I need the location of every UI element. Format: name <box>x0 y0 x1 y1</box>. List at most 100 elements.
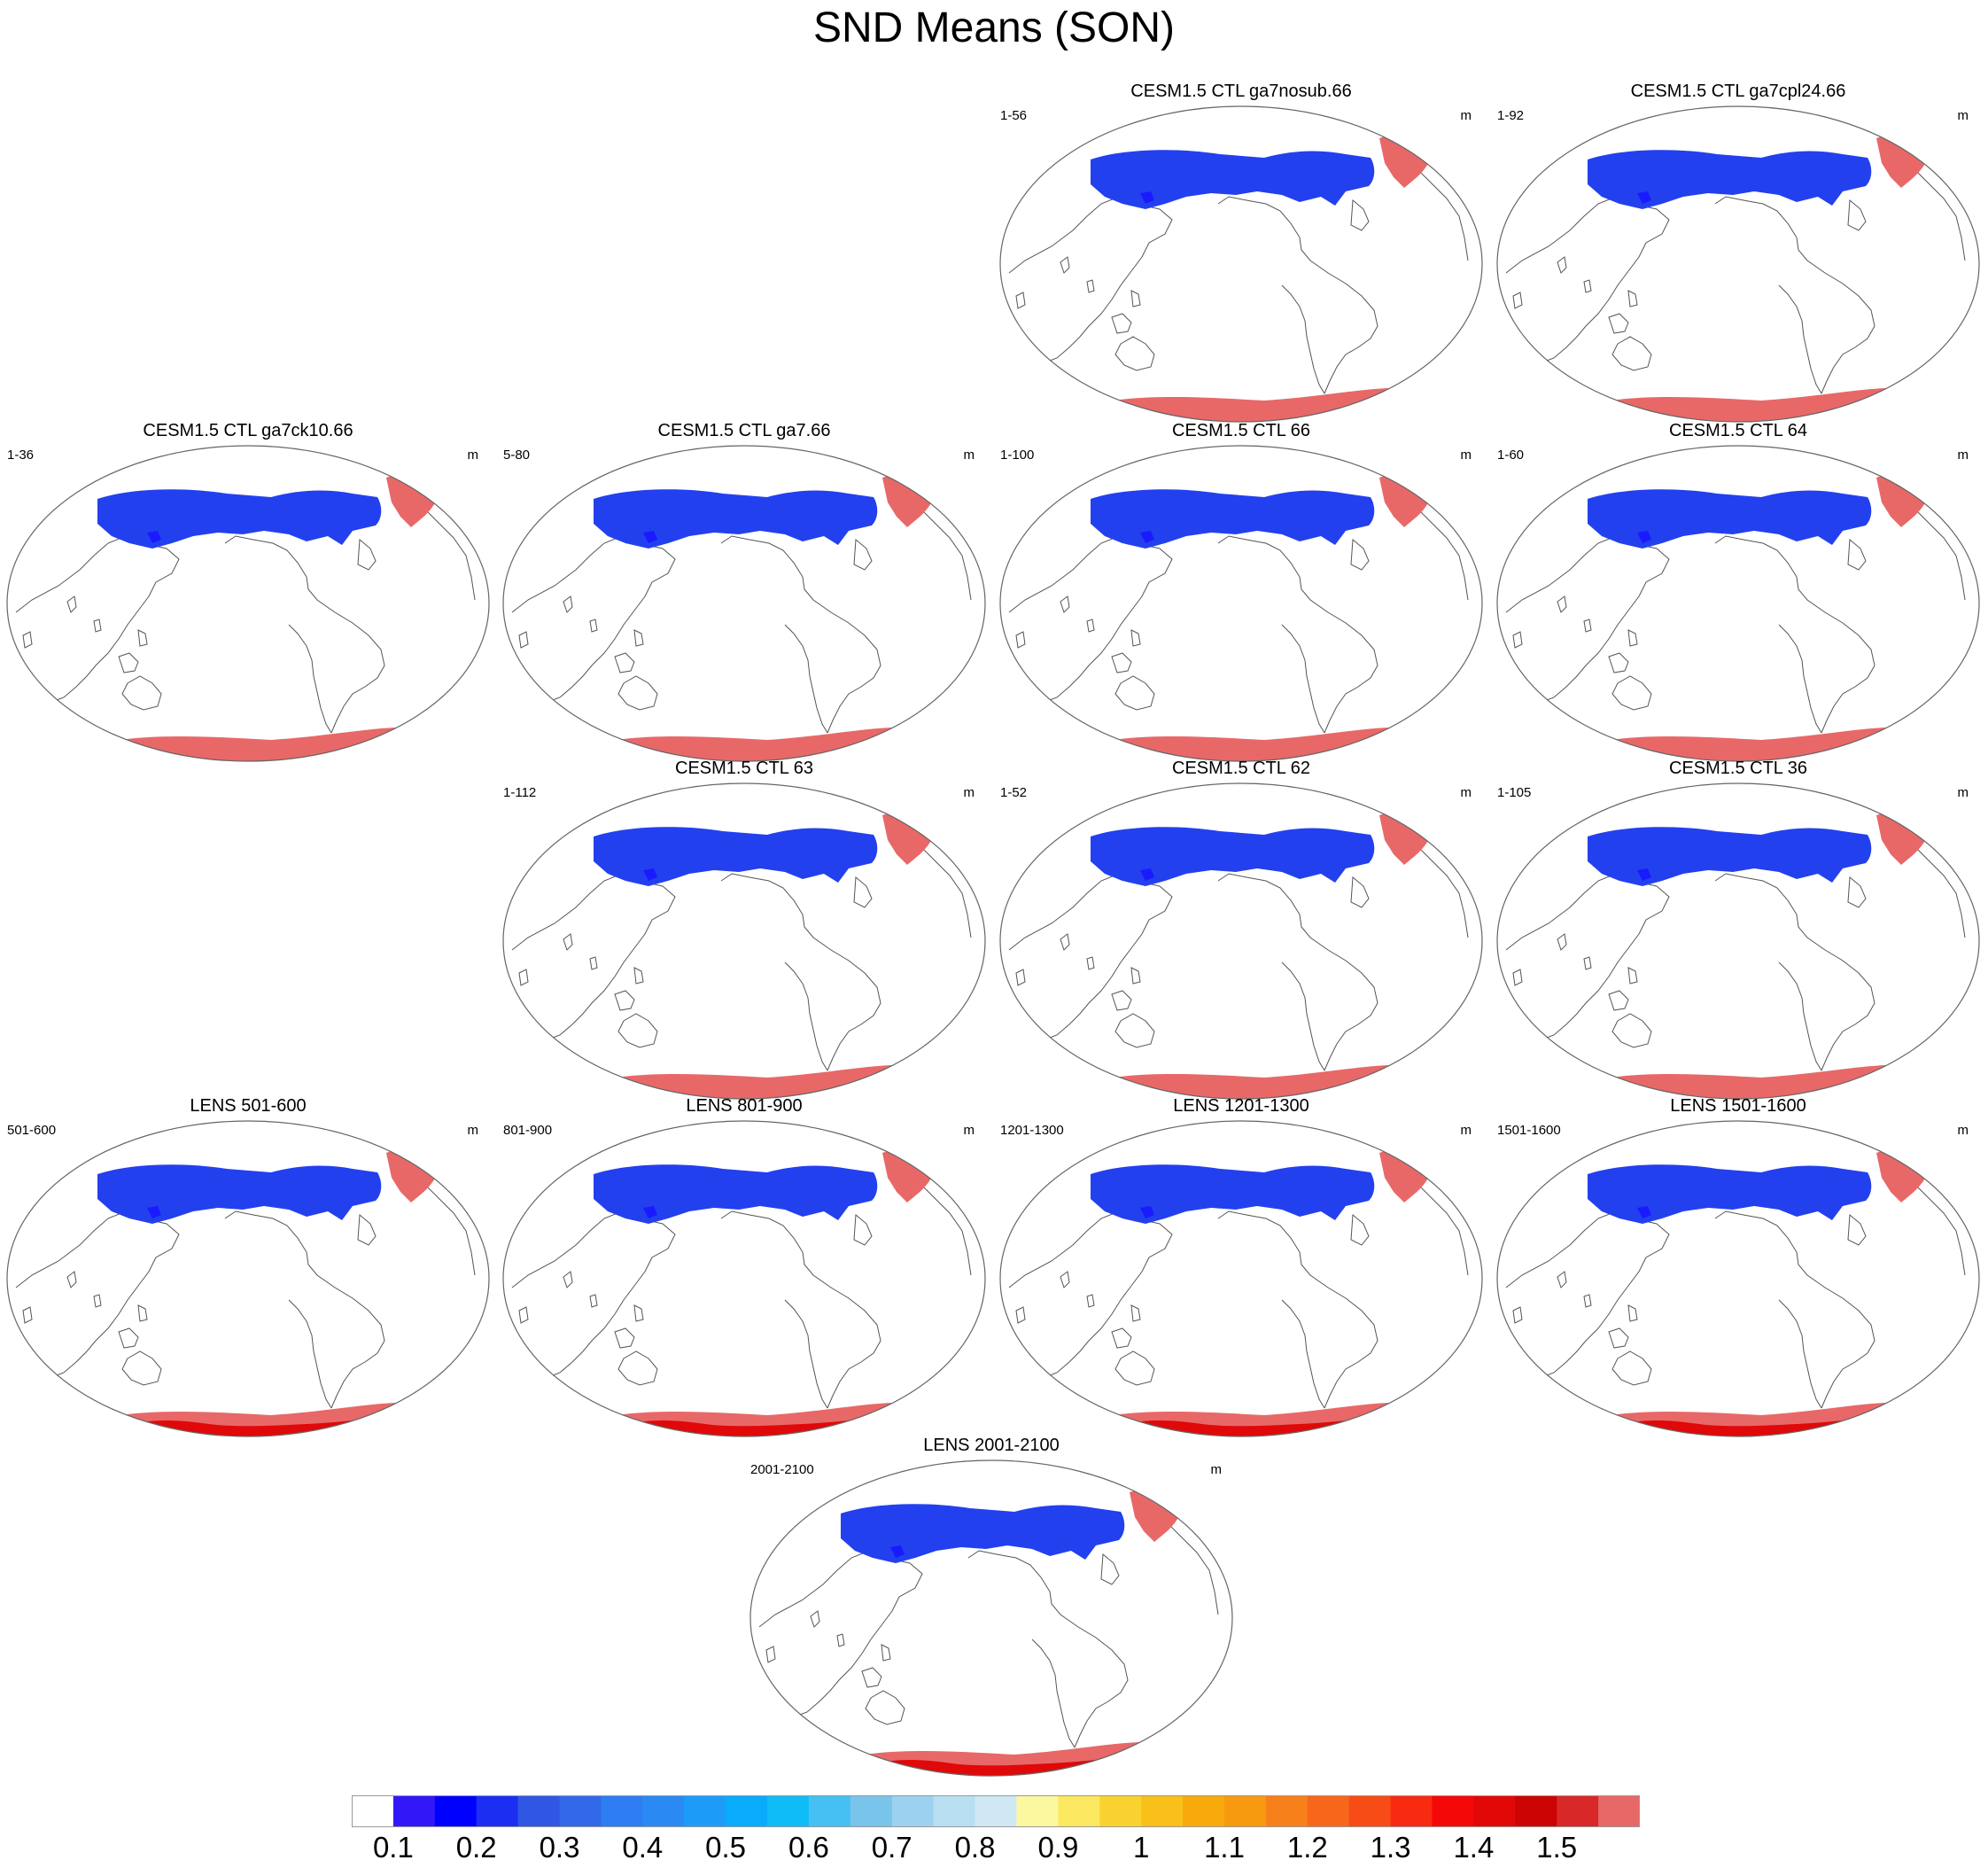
coastline <box>633 967 644 985</box>
coastline <box>1008 873 1173 1047</box>
map-border <box>749 1459 1233 1777</box>
snow-depth-region <box>1094 728 1402 761</box>
snow-depth-region <box>1091 1164 1375 1224</box>
coastline <box>511 873 676 1047</box>
colorbar-swatch <box>808 1795 851 1827</box>
coastline <box>967 1550 1129 1748</box>
snow-depth-region <box>1379 1148 1433 1203</box>
map <box>502 445 986 762</box>
coastline <box>853 538 873 571</box>
coastline <box>1114 1013 1155 1048</box>
coastline <box>758 1550 923 1724</box>
coastline <box>518 631 529 649</box>
coastline <box>784 961 828 1071</box>
coastline <box>288 1299 332 1409</box>
coastline <box>1608 990 1629 1011</box>
coastline <box>15 1210 180 1384</box>
coastline <box>518 1306 529 1324</box>
coastline <box>563 595 573 613</box>
coastline <box>1608 1327 1629 1349</box>
coastline <box>1627 629 1638 647</box>
panel-years: 2001-2100 <box>750 1462 814 1477</box>
coastline <box>1281 284 1325 394</box>
coastline <box>1217 1210 1378 1409</box>
colorbar-tick-label: 1.3 <box>1370 1831 1411 1864</box>
panel-unit: m <box>963 448 975 463</box>
map-border <box>999 105 1483 423</box>
map <box>1496 782 1980 1100</box>
snow-depth-region <box>1876 1148 1930 1203</box>
coastline <box>1505 1210 1670 1384</box>
snow-depth-region <box>1140 868 1154 881</box>
snow-depth-region <box>1130 1488 1183 1542</box>
colorbar-tick-label: 0.3 <box>539 1831 580 1864</box>
coastline <box>861 1667 882 1688</box>
coastline <box>1778 961 1822 1071</box>
coastline <box>1086 1294 1095 1308</box>
coastline <box>1505 873 1670 1047</box>
snow-depth-region <box>1637 191 1651 204</box>
map <box>999 782 1483 1100</box>
coastline <box>1008 535 1173 709</box>
map <box>502 782 986 1100</box>
panel-unit: m <box>1957 1123 1969 1138</box>
panel-years: 1-92 <box>1497 108 1525 123</box>
colorbar-tick-label: 1 <box>1133 1831 1150 1864</box>
panel-years: 5-80 <box>503 448 531 463</box>
coastline <box>137 1304 148 1322</box>
colorbar-tick-label: 1.5 <box>1536 1831 1578 1864</box>
panel-title: LENS 501-600 <box>190 1096 307 1116</box>
map-border <box>1496 1120 1980 1437</box>
panel-title: LENS 1501-1600 <box>1670 1096 1806 1116</box>
map-panel: LENS 2001-2100 2001-2100 m <box>749 1436 1234 1778</box>
colorbar-swatch <box>1058 1795 1100 1827</box>
snow-depth-region <box>1591 728 1899 761</box>
coastline <box>1505 535 1670 709</box>
coastline <box>881 1644 891 1662</box>
coastline <box>1008 196 1173 370</box>
snow-depth-region <box>643 868 657 881</box>
coastline <box>1557 933 1567 951</box>
coastline <box>121 1350 162 1386</box>
panel-unit: m <box>1957 448 1969 463</box>
coastline <box>1100 1553 1120 1585</box>
coastline <box>617 1013 658 1048</box>
coastline <box>1512 292 1523 309</box>
colorbar-swatch <box>1473 1795 1516 1827</box>
colorbar <box>352 1795 1640 1827</box>
coastline <box>1111 313 1132 334</box>
panel-title: CESM1.5 CTL ga7ck10.66 <box>143 421 353 440</box>
coastline <box>614 652 635 673</box>
coastline <box>1350 198 1370 231</box>
colorbar-frame <box>352 1795 1640 1827</box>
panel-years: 1-105 <box>1497 785 1532 800</box>
map <box>6 1120 490 1437</box>
figure-title: SND Means (SON) <box>812 4 1176 51</box>
colorbar-swatch <box>684 1795 726 1827</box>
coastline <box>1015 1306 1026 1324</box>
coastline <box>22 631 33 649</box>
panel-title: CESM1.5 CTL 62 <box>1172 759 1310 778</box>
colorbar-swatch <box>642 1795 685 1827</box>
coastline <box>118 1327 139 1349</box>
colorbar-swatch <box>1598 1795 1640 1827</box>
panel-title: LENS 1201-1300 <box>1173 1096 1309 1116</box>
coastline <box>1281 1299 1325 1409</box>
colorbar-swatch <box>517 1795 561 1827</box>
panel-years: 1-56 <box>1000 108 1028 123</box>
coastline <box>1611 336 1652 371</box>
coastline <box>1778 284 1822 394</box>
panel-years: 1-36 <box>7 448 35 463</box>
colorbar-tick-label: 0.9 <box>1037 1831 1079 1864</box>
map-border <box>1496 445 1980 762</box>
colorbar-swatch <box>1141 1795 1184 1827</box>
map-panel: CESM1.5 CTL 66 1-100 m <box>998 421 1484 763</box>
coastline <box>1060 933 1070 951</box>
coastline <box>1583 1294 1592 1308</box>
coastline <box>1350 876 1370 908</box>
panel-unit: m <box>1460 108 1472 123</box>
coastline <box>836 1633 845 1647</box>
coastline <box>1608 652 1629 673</box>
colorbar-swatch <box>1348 1795 1392 1827</box>
snow-depth-region <box>1588 150 1872 209</box>
